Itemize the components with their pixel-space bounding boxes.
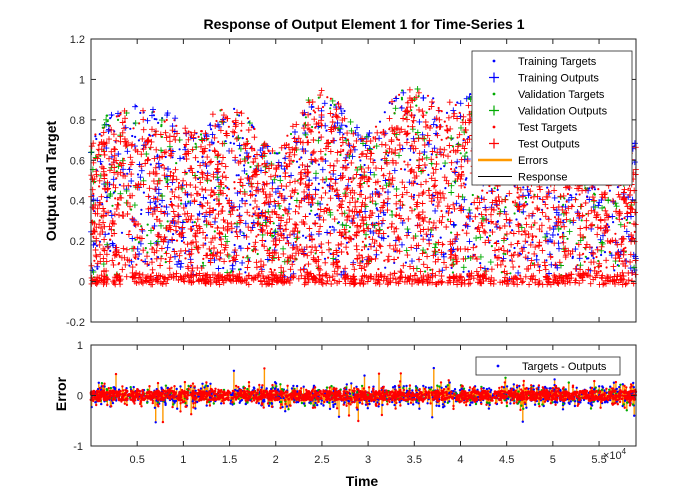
error-legend-dot — [496, 364, 500, 368]
x-tick-label: 3 — [365, 454, 371, 466]
y-tick-label: 0.6 — [70, 155, 85, 167]
y-tick-label: 1 — [79, 74, 85, 86]
x-tick-label: 1.5 — [222, 454, 237, 466]
error-legend: Targets - Outputs — [475, 356, 621, 376]
error-legend-label: Targets - Outputs — [522, 361, 607, 373]
legend-label: Response — [518, 172, 568, 184]
legend-label: Training Targets — [518, 56, 597, 68]
error-x-ticks: 0.5 1 1.5 2 2.5 3 3.5 4 4.5 5 5.5 — [130, 345, 607, 466]
legend-dot-marker — [492, 92, 496, 96]
x-axis-label: Time — [346, 473, 379, 489]
x-exponent-label: ×104 — [603, 447, 627, 462]
response-axes-box — [90, 38, 637, 323]
chart-title: Response of Output Element 1 for Time-Se… — [203, 16, 524, 32]
y-tick-label: 1.2 — [70, 34, 85, 46]
legend-plus-marker — [489, 72, 499, 83]
x-exponent-power: 4 — [622, 447, 627, 456]
x-tick-label: 5 — [550, 454, 556, 466]
legend-label: Test Targets — [518, 122, 578, 134]
x-tick-label: 4 — [457, 454, 463, 466]
response-legend: Training Targets Training Outputs Validati… — [471, 50, 633, 186]
legend-plus-marker — [489, 138, 499, 149]
x-tick-label: 5.5 — [591, 454, 606, 466]
x-exponent-base: ×10 — [603, 450, 622, 462]
y-tick-label: 0 — [79, 277, 85, 289]
legend-dot-marker — [492, 59, 496, 63]
x-tick-label: 3.5 — [407, 454, 422, 466]
response-y-ticks: -0.2 0 0.2 0.4 0.6 0.8 1 1.2 — [66, 34, 636, 329]
error-chart: Error Time -101 0.5 1 1.5 2 2.5 3 3.5 4 4.5 5 5.5 … — [53, 340, 638, 489]
error-y-axis-label: Error — [53, 376, 69, 411]
error-y-tick-label: 1 — [77, 340, 83, 352]
x-tick-label: 1 — [180, 454, 186, 466]
error-central-band — [89, 389, 638, 402]
error-y-ticks: -1 0 1 — [73, 340, 636, 453]
x-tick-label: 4.5 — [499, 454, 514, 466]
x-tick-label: 2 — [273, 454, 279, 466]
legend-label: Test Outputs — [518, 139, 580, 151]
legend-label: Training Outputs — [518, 73, 599, 85]
legend-label: Validation Targets — [518, 89, 605, 101]
error-y-tick-label: -1 — [73, 441, 83, 453]
x-tick-label: 0.5 — [130, 454, 145, 466]
error-y-tick-label: 0 — [77, 391, 83, 403]
y-tick-label: -0.2 — [66, 317, 85, 329]
legend-box — [471, 50, 633, 186]
legend-label: Validation Outputs — [518, 106, 608, 118]
legend-label: Errors — [518, 155, 548, 167]
error-data-points — [89, 366, 638, 424]
y-tick-label: 0.8 — [70, 115, 85, 127]
legend-plus-marker — [489, 105, 499, 116]
response-x-ticks — [136, 39, 600, 322]
y-axis-label: Output and Target — [43, 121, 59, 242]
legend-dot-marker — [492, 125, 496, 129]
y-tick-label: 0.2 — [70, 236, 85, 248]
series-baseline — [88, 271, 639, 288]
y-tick-label: 0.4 — [70, 196, 85, 208]
response-chart: Response of Output Element 1 for Time-Se… — [43, 16, 639, 329]
x-tick-label: 2.5 — [314, 454, 329, 466]
error-legend-box — [475, 356, 621, 376]
